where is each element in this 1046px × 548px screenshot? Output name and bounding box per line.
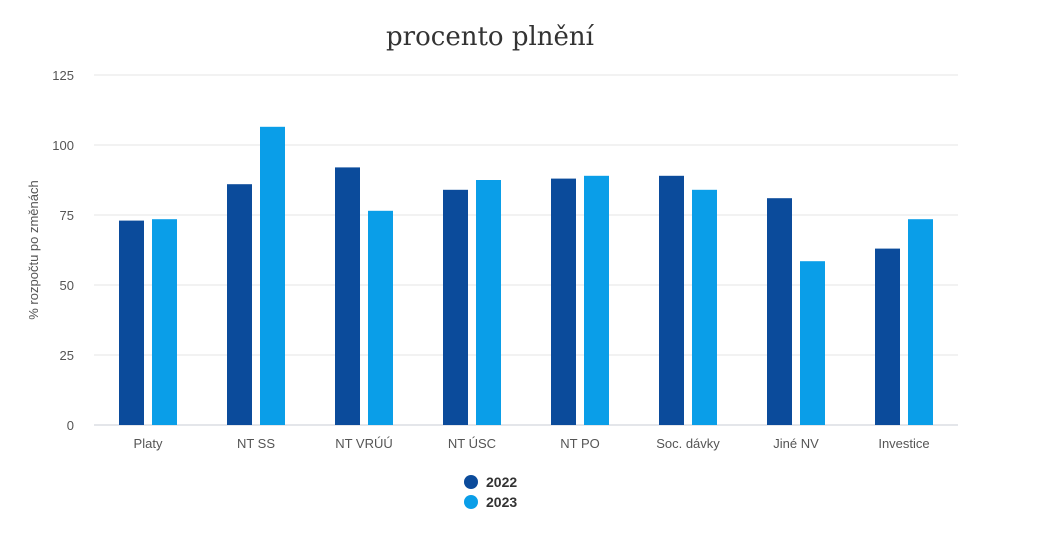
y-tick-label: 75 (60, 208, 74, 223)
bar (767, 198, 792, 425)
bar (908, 219, 933, 425)
x-tick-label: NT VRÚÚ (335, 436, 393, 451)
x-tick-label: NT SS (237, 436, 275, 451)
y-axis-label: % rozpočtu po změnách (26, 180, 41, 319)
bar (152, 219, 177, 425)
bar (443, 189, 468, 425)
y-tick-label: 125 (52, 68, 74, 83)
bar (800, 261, 825, 425)
bar (659, 175, 684, 425)
x-tick-label: Platy (134, 436, 163, 451)
legend-marker (464, 495, 478, 509)
y-tick-label: 100 (52, 138, 74, 153)
bar (227, 184, 252, 425)
bar (584, 175, 609, 425)
bar (335, 167, 360, 425)
bar (260, 126, 285, 426)
x-tick-label: Soc. dávky (656, 436, 720, 451)
bar (692, 189, 717, 425)
legend-marker (464, 475, 478, 489)
x-tick-label: Jiné NV (773, 436, 819, 451)
y-tick-label: 25 (60, 348, 74, 363)
y-tick-label: 0 (67, 418, 74, 433)
bar (368, 210, 393, 425)
x-tick-label: NT PO (560, 436, 600, 451)
chart-title: procento plnění (386, 22, 594, 52)
bar (875, 248, 900, 425)
bar (119, 220, 144, 425)
x-tick-label: NT ÚSC (448, 436, 496, 451)
bar (551, 178, 576, 425)
bar (476, 180, 501, 425)
x-tick-label: Investice (878, 436, 929, 451)
y-tick-label: 50 (60, 278, 74, 293)
legend-label: 2022 (486, 474, 517, 490)
legend-label: 2023 (486, 494, 517, 510)
